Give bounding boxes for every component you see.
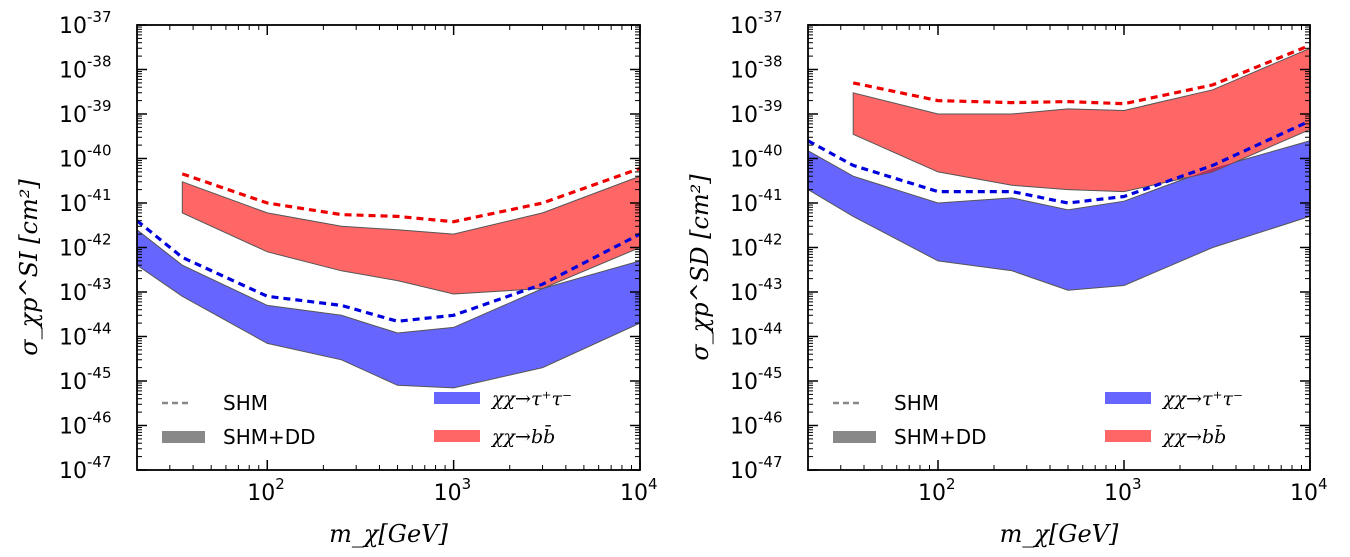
legend: SHM SHM+DD χχ→τ⁺τ⁻ χχ→bb̄: [833, 388, 1243, 449]
bb-shm-line: [181, 166, 640, 224]
legend: SHM SHM+DD χχ→τ⁺τ⁻ χχ→bb̄: [162, 388, 572, 449]
legend-shmdd-label: SHM+DD: [894, 425, 987, 449]
si-panel: 10-47 10-46 10-45 10-44 10-43 10-42 10-41 10-40…: [15, 8, 658, 548]
bb-shm-line: [852, 43, 1310, 106]
sd-panel: 10-47 10-46 10-45 10-44 10-43 10-42 10-41 10-40…: [686, 8, 1328, 548]
plot-area: [808, 43, 1310, 291]
x-tick-label: 102: [918, 475, 956, 506]
y-tick-label: 10-38: [730, 53, 783, 84]
y-tick-label: 10-40: [59, 142, 112, 173]
x-tick-label: 104: [1290, 475, 1328, 506]
y-axis-label: σ_χp^SI [cm²]: [15, 179, 43, 356]
y-tick-label: 10-42: [59, 231, 112, 262]
bb-band: [181, 175, 640, 295]
y-tick-label: 10-46: [730, 409, 783, 440]
plot-area: [137, 166, 640, 389]
legend-tau-label: χχ→τ⁺τ⁻: [1161, 388, 1243, 410]
tau-band: [137, 229, 640, 389]
y-tick-label: 10-41: [59, 186, 112, 217]
x-tick-label: 103: [434, 475, 472, 506]
y-tick-label: 10-39: [730, 97, 783, 128]
y-tick-label: 10-40: [730, 142, 783, 173]
x-axis-label: m_χ[GeV]: [329, 520, 448, 548]
y-tick-label: 10-44: [730, 320, 783, 351]
y-tick-label: 10-43: [730, 275, 783, 306]
y-tick-label: 10-44: [59, 320, 112, 351]
x-axis-label: m_χ[GeV]: [1000, 520, 1119, 548]
legend-bb-label: χχ→bb̄: [1161, 424, 1226, 448]
y-tick-label: 10-38: [59, 53, 112, 84]
x-tick-label: 103: [1104, 475, 1142, 506]
legend-bb-label: χχ→bb̄: [490, 424, 555, 448]
tau-shm-line: [137, 219, 640, 323]
x-tick-label: 102: [247, 475, 285, 506]
y-tick-label: 10-41: [730, 186, 783, 217]
bb-band: [852, 47, 1310, 193]
legend-shm-label: SHM: [223, 391, 268, 415]
tau-shm-line: [808, 119, 1310, 205]
y-axis-label: σ_χp^SD [cm²]: [686, 174, 714, 361]
y-tick-label: 10-37: [730, 8, 783, 39]
tau-band: [808, 140, 1310, 291]
y-tick-label: 10-45: [730, 364, 783, 395]
legend-shmdd-label: SHM+DD: [223, 425, 316, 449]
y-tick-label: 10-43: [59, 275, 112, 306]
x-tick-label: 104: [620, 475, 658, 506]
y-tick-label: 10-37: [59, 8, 112, 39]
legend-tau-label: χχ→τ⁺τ⁻: [490, 388, 572, 410]
y-tick-label: 10-42: [730, 231, 783, 262]
y-tick-label: 10-46: [59, 409, 112, 440]
y-tick-label: 10-47: [59, 453, 112, 484]
y-tick-label: 10-47: [730, 453, 783, 484]
y-tick-label: 10-45: [59, 364, 112, 395]
y-tick-label: 10-39: [59, 97, 112, 128]
legend-shm-label: SHM: [894, 391, 939, 415]
